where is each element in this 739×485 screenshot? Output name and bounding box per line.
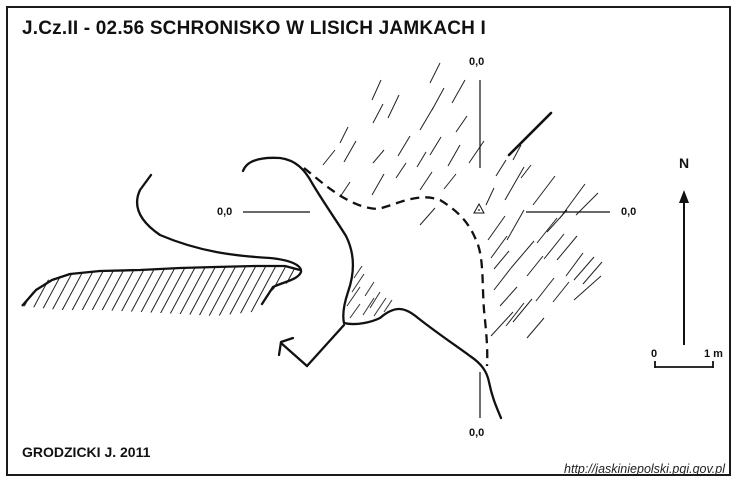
cave-wall-left [135,173,303,306]
map-frame [6,6,731,476]
wall-fragment [507,111,553,157]
datum-cross [243,80,610,418]
dripline [303,167,489,367]
ceiling-hatching [322,62,603,339]
north-arrow-icon [679,190,689,345]
datum-label-top: 0,0 [469,56,485,68]
scale-start-label: 0 [651,348,658,360]
scale-end-label: 1 m [704,348,723,360]
cave-wall-main [241,156,503,420]
north-label: N [679,155,690,171]
datum-label-left: 0,0 [217,206,233,218]
source-link[interactable]: http://jaskiniepolski.pgi.gov.pl [564,462,725,476]
datum-label-right: 0,0 [621,206,637,218]
rock-ledge [21,264,301,316]
datum-label-bottom: 0,0 [469,427,485,439]
triangle-icon [473,202,485,214]
cave-floor-hatch [346,265,393,319]
map-title: J.Cz.II - 02.56 SCHRONISKO W LISICH JAMK… [22,18,487,39]
scale-bar [654,361,714,368]
author-credit: GRODZICKI J. 2011 [22,444,151,460]
entrance-arrow-icon [277,323,346,368]
